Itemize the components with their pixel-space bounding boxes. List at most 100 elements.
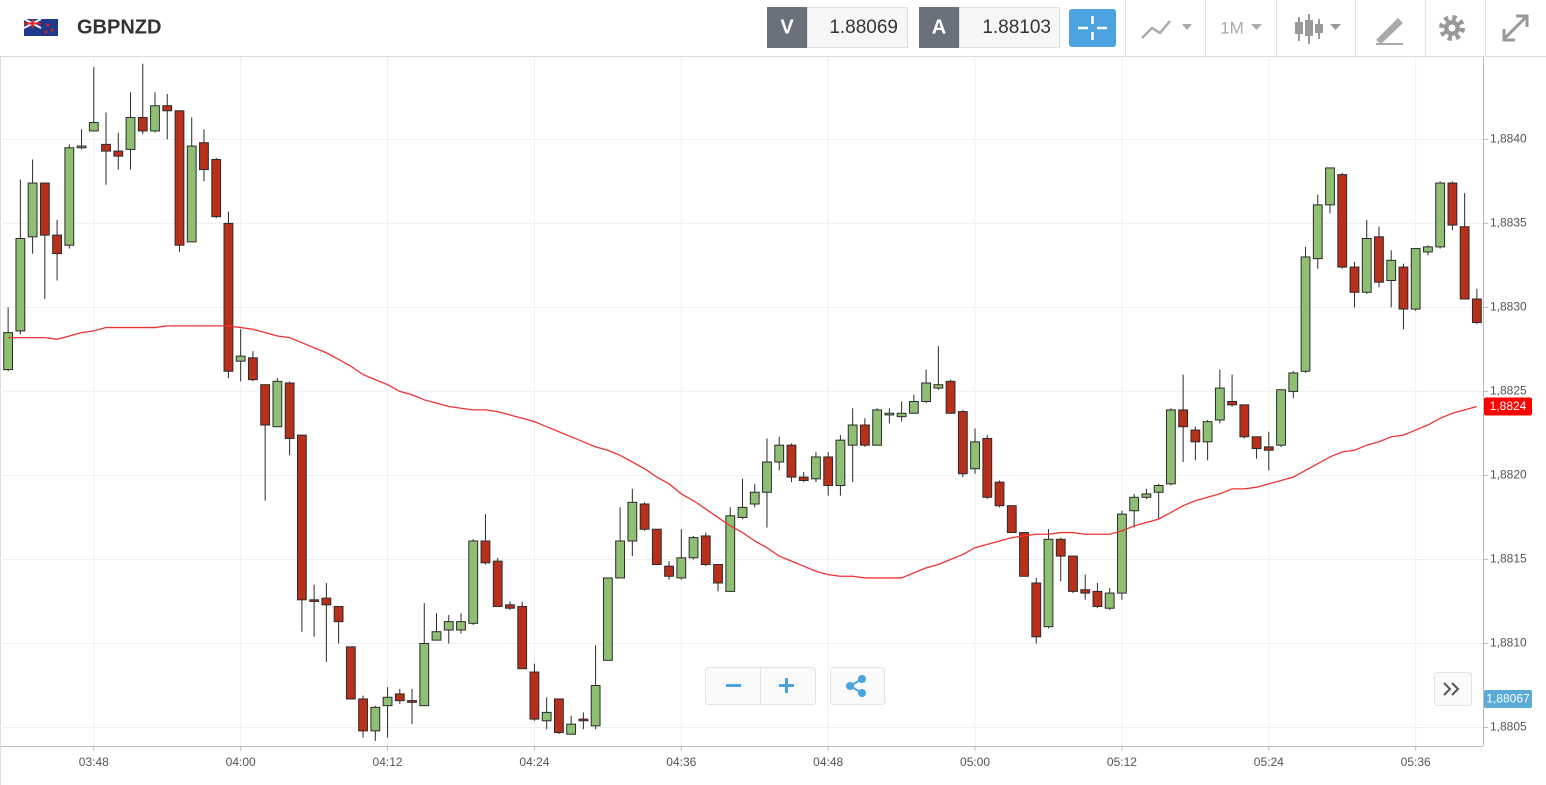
candle-body — [1276, 389, 1286, 446]
candle-body — [602, 577, 613, 661]
candle-body — [615, 540, 626, 579]
candle-body — [1165, 409, 1176, 485]
x-tick-label: 05:24 — [1254, 755, 1284, 769]
candle-body — [1447, 182, 1458, 226]
symbol: GBPNZD — [77, 16, 161, 38]
candle-body — [1459, 226, 1470, 300]
ask-button[interactable] — [919, 7, 959, 48]
x-tick-label: 04:12 — [373, 755, 403, 769]
y-tick-label: 1,8825 — [1490, 384, 1527, 398]
candle-body — [664, 565, 674, 577]
candle-body — [1263, 446, 1274, 451]
candle-body — [553, 698, 564, 734]
candle-body — [443, 621, 454, 631]
candle-body — [1153, 485, 1164, 493]
bid-price: 1.88069 — [829, 17, 898, 38]
candle-body — [713, 564, 723, 584]
candle-body — [248, 357, 258, 381]
candle-body — [541, 711, 552, 722]
ask-box — [959, 7, 1060, 48]
x-tick-label: 04:24 — [519, 755, 549, 769]
candle-body — [492, 560, 503, 608]
indicator-button[interactable] — [1141, 20, 1192, 39]
candle-body — [737, 506, 748, 518]
chart-type-button[interactable] — [1295, 14, 1341, 44]
candle-body — [578, 718, 589, 722]
candle-body — [884, 412, 895, 416]
candle-body — [1337, 174, 1348, 268]
candle-body — [296, 434, 307, 601]
x-tick-label: 04:00 — [226, 755, 256, 769]
candle-body — [517, 606, 528, 670]
candle-body — [505, 604, 515, 609]
candle-body — [651, 528, 662, 566]
candle-body — [1398, 266, 1409, 310]
candle-body — [1300, 256, 1311, 372]
candle-body — [260, 384, 271, 426]
candle-body — [1349, 266, 1360, 293]
candle-body — [566, 723, 577, 735]
candle-body — [700, 535, 711, 566]
candle-body — [358, 698, 368, 732]
bid-box — [807, 7, 908, 48]
candle-body — [1092, 590, 1103, 608]
price-marker-label: 1,88067 — [1486, 692, 1530, 706]
x-tick-label: 04:36 — [666, 755, 696, 769]
candle-body — [345, 646, 356, 700]
candle-body — [994, 481, 1005, 507]
timeframe-button[interactable]: 1M — [1220, 18, 1262, 37]
candle-body — [370, 706, 381, 732]
x-tick-label: 05:00 — [960, 755, 990, 769]
candle-body — [835, 439, 846, 487]
candle-body — [859, 424, 870, 446]
candle-body — [957, 411, 968, 475]
candle-body — [1019, 532, 1029, 577]
candle-body — [309, 599, 320, 602]
zoom-out-button[interactable] — [706, 668, 760, 704]
scroll-end-button[interactable] — [1434, 672, 1472, 706]
candle-body — [1214, 387, 1225, 421]
candle-body — [1471, 298, 1482, 324]
candle-body — [382, 696, 393, 707]
candle-body — [908, 401, 919, 414]
price-marker-label: 1,8824 — [1490, 399, 1527, 413]
candle-body — [982, 437, 993, 498]
zoom-controls — [705, 667, 816, 705]
candle-body — [235, 355, 246, 362]
bid-button[interactable] — [767, 7, 807, 48]
draw-button[interactable] — [1376, 18, 1403, 45]
candle-body — [1361, 237, 1372, 293]
candle-body — [1190, 429, 1201, 443]
candle-body — [1129, 496, 1140, 512]
candle-body — [394, 693, 405, 702]
candle-body — [1312, 204, 1323, 260]
y-tick-label: 1,8820 — [1490, 468, 1527, 482]
fullscreen-button[interactable] — [1502, 14, 1529, 42]
candle-body — [1325, 167, 1335, 206]
candle-body — [199, 142, 209, 171]
candle-body — [1386, 259, 1397, 282]
candle-body — [1117, 513, 1127, 594]
candle-body — [1423, 246, 1433, 253]
share-button[interactable] — [830, 667, 885, 705]
candle-body — [798, 476, 809, 481]
candle-body — [529, 671, 540, 720]
candle-body — [896, 412, 907, 418]
candle-body — [64, 147, 75, 246]
y-tick-label: 1,8815 — [1490, 552, 1527, 566]
candle-body — [945, 380, 956, 414]
candle-body — [419, 642, 430, 707]
moving-average — [8, 325, 1478, 579]
candle-body — [676, 557, 687, 579]
zoom-in-button[interactable] — [761, 668, 815, 704]
candle-body — [223, 222, 234, 372]
candle-body — [174, 110, 185, 246]
candle-body — [847, 424, 858, 446]
flag — [23, 18, 58, 36]
candle-body — [1374, 236, 1384, 283]
candle-body — [333, 606, 344, 623]
settings-button[interactable] — [1439, 15, 1465, 41]
candle-body — [284, 382, 295, 439]
crosshair-button[interactable] — [1069, 9, 1116, 47]
